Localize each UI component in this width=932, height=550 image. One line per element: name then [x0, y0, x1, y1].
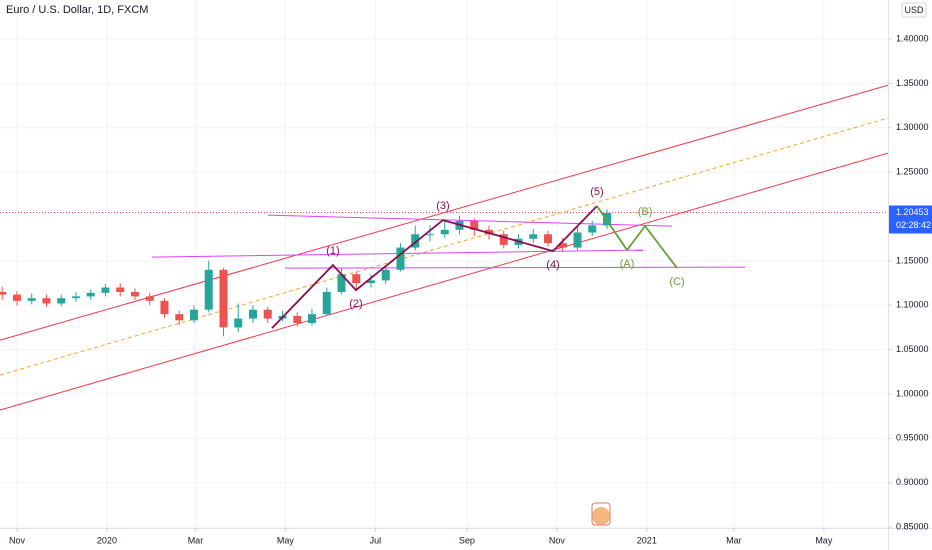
candle-body [307, 314, 316, 324]
plot-area: (1) (2) (3) (4) (5) (A) (B) (C) [0, 84, 888, 411]
x-tick-label: May [815, 535, 833, 545]
wave-line [271, 205, 598, 329]
logo [591, 502, 611, 526]
y-tick-label: 1.00000 [896, 388, 929, 398]
candle-body [160, 300, 169, 315]
candle-body [145, 296, 154, 301]
candle-body [411, 234, 420, 248]
wave-label: (3) [436, 200, 449, 212]
wave-line [596, 205, 678, 269]
candle-body [263, 309, 272, 319]
grid [0, 0, 888, 528]
countdown: 02:28:42 [896, 220, 931, 230]
candle-body [27, 298, 36, 301]
y-tick-label: 1.15000 [896, 255, 929, 265]
candle-body [573, 232, 582, 248]
wave-label: (C) [669, 276, 684, 288]
wave-label: (A) [620, 258, 635, 270]
candle-body [484, 229, 493, 235]
candle-body [12, 294, 21, 301]
candle-body [352, 274, 361, 284]
last-price-tag [889, 205, 932, 234]
trend-line [0, 117, 888, 376]
candle-body [101, 287, 110, 293]
candle-body [543, 234, 552, 244]
candle-body [175, 314, 184, 321]
candle-body [588, 225, 597, 233]
y-tick-label: 1.25000 [896, 167, 929, 177]
x-tick-label: Nov [549, 535, 566, 545]
candle-body [42, 298, 51, 304]
x-tick-label: May [277, 535, 295, 545]
candle-body [57, 298, 66, 304]
y-tick-label: 0.95000 [896, 433, 929, 443]
wave-label: (4) [546, 259, 559, 271]
x-tick-label: 2021 [637, 535, 657, 545]
candle-body [189, 309, 198, 321]
candle-body [0, 291, 7, 295]
y-tick-label: 1.05000 [896, 344, 929, 354]
candle-body [499, 234, 508, 245]
y-tick-label: 0.90000 [896, 477, 929, 487]
currency-box[interactable] [901, 2, 927, 18]
x-tick-label: Mar [188, 535, 204, 545]
candle-body [366, 280, 375, 284]
y-tick-label: 0.85000 [896, 521, 929, 531]
x-tick-label: 2020 [97, 535, 117, 545]
wave-label: (2) [349, 298, 362, 310]
candle-body [529, 234, 538, 239]
wave-label: (5) [590, 186, 603, 198]
x-tick-label: Mar [726, 535, 742, 545]
axes: 1.40000 1.35000 1.30000 1.25000 1.15000 1.100… [9, 33, 932, 545]
currency[interactable]: USD [904, 5, 924, 15]
trend-line [0, 152, 888, 411]
wave-label: (B) [638, 206, 653, 218]
candle-body [381, 269, 390, 281]
trend-line [284, 266, 746, 269]
candle-body [130, 291, 139, 297]
x-tick-label: Jul [370, 535, 382, 545]
x-tick-label: Nov [9, 535, 26, 545]
candle-body [204, 269, 213, 310]
candle-body [322, 291, 331, 315]
candle-body [116, 287, 125, 292]
candle-body [71, 296, 80, 299]
y-tick-label: 1.30000 [896, 122, 929, 132]
candle-body [425, 234, 434, 236]
candle-body [248, 309, 257, 319]
x-tick-label: Sep [459, 535, 475, 545]
candle-body [558, 243, 567, 248]
candle-body [470, 220, 479, 230]
candle-body [337, 274, 346, 292]
chart-title: Euro / U.S. Dollar, 1D, FXCM [6, 4, 148, 16]
candle-body [234, 318, 243, 328]
y-tick-label: 1.35000 [896, 78, 929, 88]
candle-body [293, 315, 302, 324]
y-tick-label: 1.40000 [896, 33, 929, 43]
candle-body [219, 269, 228, 328]
candle-body [86, 292, 95, 297]
candle-body [440, 229, 449, 235]
last-price-label: 1.20453 [896, 207, 929, 217]
candle-body [396, 247, 405, 270]
wave-label: (1) [326, 245, 339, 257]
y-tick-label: 1.10000 [896, 300, 929, 310]
